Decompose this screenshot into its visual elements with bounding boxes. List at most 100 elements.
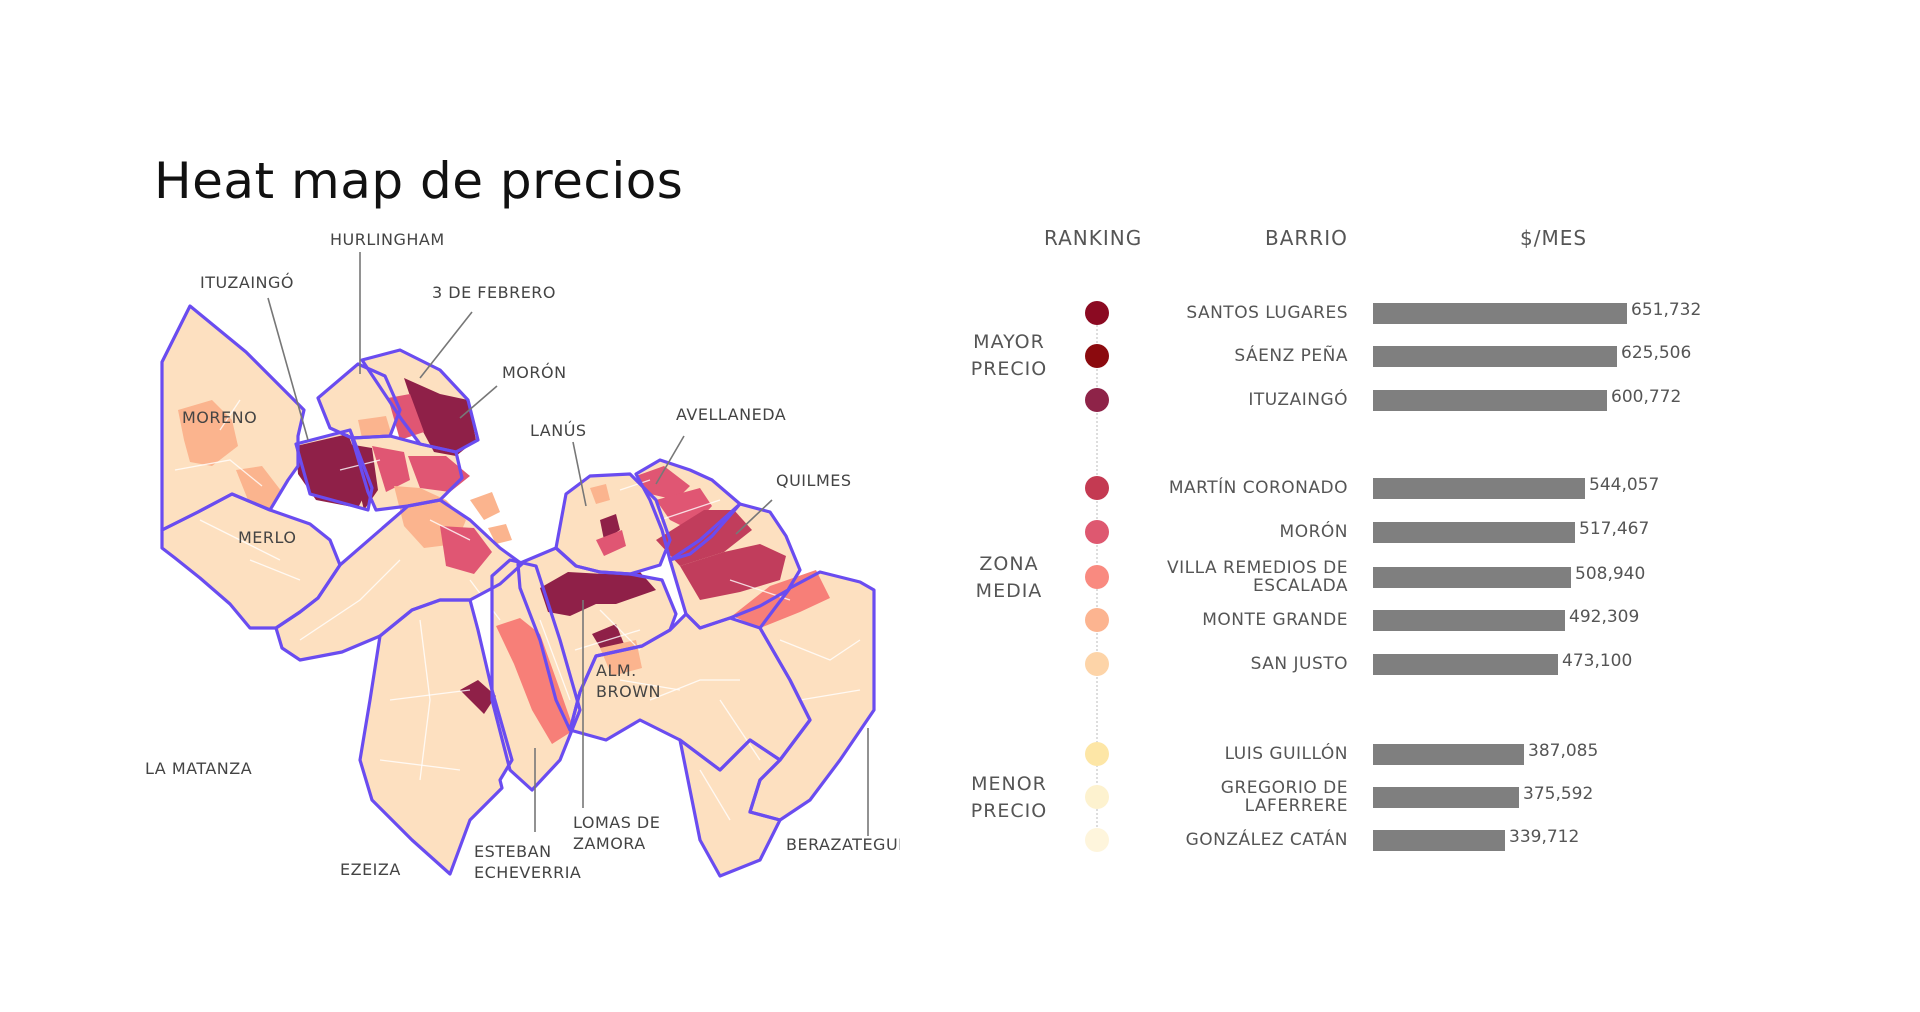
neighborhood-line <box>174 459 263 487</box>
map-label-la-matanza: LA MATANZA <box>145 759 252 778</box>
barrio-name-line: MONTE GRANDE <box>1202 610 1348 630</box>
price-value: 492,309 <box>1569 607 1640 627</box>
barrio-name: VILLA REMEDIOS DE ESCALADA <box>1108 559 1348 595</box>
price-value: 375,592 <box>1523 784 1594 804</box>
map-label-alm-brown: ALM. <box>596 661 637 680</box>
neighborhood-line <box>599 609 641 651</box>
price-value: 517,467 <box>1579 519 1650 539</box>
price-bar <box>1373 303 1627 324</box>
price-value: 651,732 <box>1631 300 1702 320</box>
price-bar <box>1373 567 1571 588</box>
barrio-name-line: VILLA REMEDIOS DE <box>1167 558 1348 578</box>
map-label-lanus: LANÚS <box>530 421 587 440</box>
leader-tres-de-febrero <box>419 311 473 379</box>
zone-lanus-rose1 <box>596 530 626 556</box>
heat-map: HURLINGHAM ITUZAINGÓ 3 DE FEBRERO MORÓN LANÚ… <box>145 230 900 882</box>
border-tres-de-febrero <box>360 348 480 454</box>
border-ezeiza <box>358 598 514 876</box>
barrio-name-line: MORÓN <box>1279 522 1348 542</box>
barrio-header: BARRIO <box>1265 226 1348 250</box>
group-label-line: ZONA <box>979 553 1039 575</box>
price-bar <box>1373 744 1524 765</box>
neighborhood-line <box>419 619 431 781</box>
map-label-alm-brown: BROWN <box>596 682 661 701</box>
barrio-name-line: MARTÍN CORONADO <box>1168 478 1348 498</box>
neighborhood-line <box>389 689 471 701</box>
neighborhood-line <box>219 399 241 431</box>
barrio-name-line: ESCALADA <box>1253 576 1348 596</box>
barrio-name: MARTÍN CORONADO <box>1108 479 1348 497</box>
group-label-mayor: MAYOR PRECIO <box>949 329 1069 383</box>
zone-tres-wine <box>404 378 476 456</box>
neighborhood-line <box>619 679 681 691</box>
zone-hurlingham-rose <box>372 446 410 492</box>
map-label-ituzaingo: ITUZAINGÓ <box>200 273 294 292</box>
barrio-name: LUIS GUILLÓN <box>1108 745 1348 763</box>
zone-moron-light3 <box>488 524 512 544</box>
neighborhood-line <box>379 759 461 771</box>
rank-dot <box>1085 476 1109 500</box>
barrio-name-line: SANTOS LUGARES <box>1186 303 1348 323</box>
group-label-media: ZONA MEDIA <box>949 551 1069 605</box>
group-label-menor: MENOR PRECIO <box>949 771 1069 825</box>
label-leader-lines <box>267 252 869 836</box>
zone-hurlingham-light <box>358 416 392 438</box>
barrio-name: SAN JUSTO <box>1108 655 1348 673</box>
zone-merlo-light <box>236 466 282 510</box>
rank-dot <box>1085 652 1109 676</box>
zone-ituzaingo-wine <box>296 434 368 508</box>
group-label-line: PRECIO <box>970 800 1048 822</box>
price-bar <box>1373 390 1607 411</box>
leader-moron <box>459 385 498 419</box>
barrio-name: MONTE GRANDE <box>1108 611 1348 629</box>
rank-dot <box>1085 565 1109 589</box>
zone-lomas-salmon <box>496 618 574 744</box>
neighborhood-line <box>659 499 721 521</box>
price-bar <box>1373 610 1565 631</box>
border-ituzaingo <box>294 428 374 512</box>
rank-dot <box>1085 742 1109 766</box>
neighborhood-line <box>799 689 861 701</box>
barrio-name: GREGORIO DE LAFERRERE <box>1108 779 1348 815</box>
neighborhood-line <box>574 629 641 651</box>
map-label-ezeiza: EZEIZA <box>340 860 401 879</box>
rank-dot <box>1085 344 1109 368</box>
barrio-name: ITUZAINGÓ <box>1108 391 1348 409</box>
neighborhood-line <box>469 579 501 621</box>
map-label-tres-de-febrero: 3 DE FEBRERO <box>432 283 556 302</box>
zone-quilmes-crimson2 <box>680 544 786 600</box>
neighborhood-line <box>249 559 301 581</box>
rank-dot <box>1085 828 1109 852</box>
map-label-quilmes: QUILMES <box>776 471 852 490</box>
barrio-name-line: SÁENZ PEÑA <box>1234 346 1348 366</box>
leader-quilmes <box>735 499 773 535</box>
leader-lanus <box>572 441 587 507</box>
zone-moron-crimson <box>440 526 492 574</box>
district-florencio-varela <box>680 740 780 876</box>
zone-lanus-wine1 <box>600 514 620 540</box>
border-berazategui <box>748 570 876 822</box>
neighborhood-lines <box>174 399 861 821</box>
barrio-name: SÁENZ PEÑA <box>1108 347 1348 365</box>
zone-lanus-wine-big <box>540 572 656 616</box>
zone-ezeiza-wine <box>460 680 496 714</box>
barrio-name: GONZÁLEZ CATÁN <box>1108 831 1348 849</box>
zone-lanus-crimson <box>590 484 610 504</box>
price-value: 387,085 <box>1528 741 1599 761</box>
map-label-lomas-de-zamora: LOMAS DE <box>573 813 660 832</box>
neighborhood-line <box>539 619 571 701</box>
price-value: 473,100 <box>1562 651 1633 671</box>
price-value: 339,712 <box>1509 827 1580 847</box>
neighborhood-line <box>299 559 401 641</box>
barrio-name: MORÓN <box>1108 523 1348 541</box>
ranking-header: RANKING <box>1044 226 1143 250</box>
price-value: 508,940 <box>1575 564 1646 584</box>
map-label-hurlingham: HURLINGHAM <box>330 230 445 249</box>
neighborhood-line <box>429 519 471 541</box>
border-la-matanza <box>274 498 524 662</box>
leader-avellaneda <box>655 435 685 485</box>
barrio-name-line: LAFERRERE <box>1244 796 1348 816</box>
price-bar <box>1373 654 1558 675</box>
neighborhood-line <box>779 639 861 661</box>
barrio-name-line: ITUZAINGÓ <box>1248 390 1348 410</box>
